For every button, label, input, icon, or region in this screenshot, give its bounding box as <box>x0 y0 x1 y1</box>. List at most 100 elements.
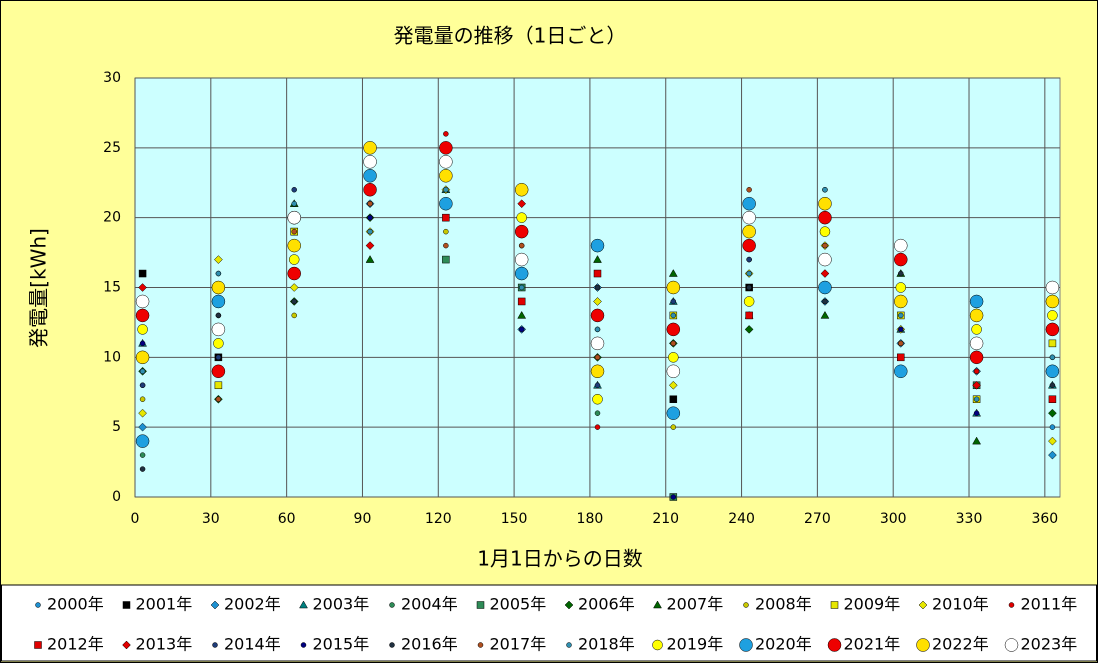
data-point <box>742 224 756 239</box>
data-point <box>1047 310 1058 321</box>
data-point <box>139 452 146 458</box>
legend-label: 2001年 <box>136 595 193 614</box>
data-point <box>894 238 908 253</box>
legend-label: 2015年 <box>313 635 370 654</box>
data-point <box>898 326 904 333</box>
data-point <box>969 294 984 309</box>
data-point <box>746 186 752 193</box>
data-point <box>894 252 908 267</box>
data-point <box>442 255 450 264</box>
legend-marker <box>566 642 572 648</box>
data-point <box>1049 424 1056 430</box>
y-tick-label: 30 <box>103 70 121 86</box>
data-point <box>1048 408 1057 418</box>
data-point <box>1048 339 1057 348</box>
chart-title: 発電量の推移（1日ごと） <box>394 24 627 48</box>
data-point <box>138 283 147 292</box>
data-point <box>514 182 529 197</box>
data-point <box>668 352 679 363</box>
legend-label: 2022年 <box>932 635 989 654</box>
data-point <box>363 141 377 155</box>
data-point <box>138 422 147 432</box>
data-point <box>670 340 677 347</box>
data-point <box>291 298 297 305</box>
data-point <box>367 214 373 221</box>
legend-marker <box>299 600 308 609</box>
data-point <box>139 382 146 389</box>
data-point <box>822 186 828 193</box>
data-point <box>139 340 146 347</box>
data-point <box>215 396 222 402</box>
legend-marker <box>35 602 41 608</box>
legend-marker <box>1008 602 1015 608</box>
legend-label: 2004年 <box>401 595 458 614</box>
data-point <box>1049 382 1056 389</box>
legend-marker <box>739 638 753 652</box>
data-point <box>971 324 982 335</box>
data-point <box>818 252 832 267</box>
data-point <box>594 410 601 416</box>
legend-label: 2012年 <box>47 635 104 654</box>
data-point <box>594 424 601 430</box>
legend-label: 2009年 <box>844 595 901 614</box>
data-point <box>594 326 601 333</box>
data-point <box>822 242 828 249</box>
data-point <box>215 354 222 361</box>
y-tick-label: 25 <box>103 140 121 156</box>
legend-marker <box>830 601 839 609</box>
data-point <box>594 382 601 389</box>
data-point <box>1045 322 1060 337</box>
legend-label: 2005年 <box>490 595 547 614</box>
x-tick-label: 330 <box>956 511 983 527</box>
legend-label: 2010年 <box>932 595 989 614</box>
data-point <box>211 294 226 309</box>
x-tick-label: 180 <box>577 511 604 527</box>
data-point <box>514 266 529 281</box>
data-point <box>214 255 223 264</box>
data-point <box>139 396 146 402</box>
data-point <box>972 380 981 390</box>
data-point <box>287 266 301 281</box>
legend-label: 2013年 <box>136 635 193 654</box>
x-tick-label: 0 <box>131 511 140 527</box>
data-point <box>670 298 677 305</box>
data-point <box>898 270 904 277</box>
data-point <box>590 336 605 351</box>
legend-marker <box>653 600 662 609</box>
data-point <box>969 350 984 365</box>
data-point <box>517 310 527 319</box>
legend-marker <box>476 601 485 609</box>
data-point <box>365 255 375 263</box>
data-point <box>972 436 982 445</box>
data-point <box>590 308 605 323</box>
legend-label: 2018年 <box>578 635 635 654</box>
x-tick-label: 60 <box>278 511 296 527</box>
x-tick-label: 210 <box>652 511 679 527</box>
data-point <box>1048 395 1057 403</box>
legend-marker <box>916 638 930 652</box>
data-point <box>439 169 453 183</box>
legend-label: 2011年 <box>1021 595 1078 614</box>
data-point <box>819 226 831 237</box>
data-point <box>442 213 450 222</box>
data-point <box>746 256 752 263</box>
legend-label: 2003年 <box>313 595 370 614</box>
data-point <box>590 238 605 253</box>
data-point <box>666 280 681 295</box>
data-point <box>594 354 601 361</box>
data-point <box>894 294 908 309</box>
data-point <box>670 312 677 319</box>
data-point <box>593 255 602 263</box>
data-point <box>517 199 527 209</box>
data-point <box>818 280 832 295</box>
data-point <box>745 311 753 320</box>
x-tick-label: 270 <box>804 511 831 527</box>
data-point <box>822 298 828 305</box>
data-point <box>517 297 526 306</box>
x-axis-label: 1月1日からの日数 <box>477 547 642 571</box>
data-point <box>367 228 373 235</box>
data-point <box>516 212 527 223</box>
legend-marker <box>122 601 131 609</box>
x-tick-label: 300 <box>880 511 907 527</box>
